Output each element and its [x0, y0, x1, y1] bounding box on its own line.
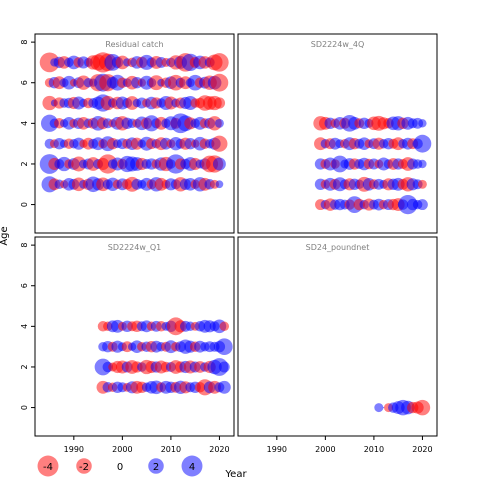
y-tick-label: 6: [20, 80, 29, 85]
bubble-point: [215, 180, 224, 189]
bubble-point: [374, 403, 384, 413]
panel-2: SD2224w_Q1: [34, 236, 235, 437]
panel-title: Residual catch: [105, 40, 163, 49]
bubble-point: [383, 407, 385, 409]
bubble-point: [413, 134, 432, 153]
bubble-point: [213, 97, 226, 109]
bubble-point: [418, 119, 427, 128]
bubble-point: [219, 321, 230, 332]
legend-label: -2: [79, 462, 89, 473]
legend: -4 -2 0 2 4: [37, 455, 203, 477]
panel-title: SD2224w_4Q: [311, 40, 365, 49]
y-tick-label: 6: [20, 283, 29, 288]
y-tick-label: 0: [20, 405, 29, 410]
x-tick-label: 2020: [412, 445, 432, 454]
y-tick-label: 2: [20, 161, 29, 166]
x-axis-label: Year: [224, 469, 247, 480]
bubble-point: [215, 338, 233, 356]
panel-1: SD2224w_4Q: [237, 33, 438, 234]
legend-entry: -2: [76, 458, 92, 474]
bubble-point: [39, 52, 60, 73]
panels: Residual catch SD2224w_4Q SD2224w_Q1 SD24_p…: [34, 33, 438, 437]
panel-title: SD24_poundnet: [306, 243, 370, 252]
bubble-point: [148, 75, 164, 91]
bubble-point: [98, 154, 118, 174]
x-tick-label: 1990: [64, 445, 84, 454]
legend-bubble: [181, 455, 203, 477]
panel-frame: [34, 33, 235, 234]
bubble-point: [414, 399, 431, 416]
panel-frame: [34, 236, 235, 437]
x-tick-label: 2010: [161, 445, 181, 454]
bubble-point: [210, 73, 229, 92]
x-tick-label: 1990: [267, 445, 287, 454]
x-tick-label: 2020: [209, 445, 229, 454]
legend-entry: -4: [37, 455, 59, 477]
axes: 0 2 4 6 8 0 2 4 6 8 1990 2000 2010 2020 1990 2000 2010 20…: [20, 40, 433, 454]
bubble-point: [416, 199, 428, 211]
legend-bubble: [76, 458, 92, 474]
y-axis-label: Age: [0, 226, 10, 245]
y-tick-label: 0: [20, 202, 29, 207]
legend-bubble: [148, 458, 164, 474]
x-tick-label: 2000: [112, 445, 132, 454]
panel-frame: [237, 33, 438, 234]
panel-0: Residual catch: [34, 33, 235, 234]
bubble-point: [211, 135, 228, 152]
bubble-point: [42, 95, 57, 111]
x-tick-label: 2010: [364, 445, 384, 454]
y-tick-label: 4: [20, 121, 29, 126]
legend-entry: 0: [117, 462, 123, 473]
y-tick-label: 8: [20, 40, 29, 45]
legend-label: 4: [189, 462, 195, 473]
panel-3: SD24_poundnet: [237, 236, 438, 437]
bubble-point: [212, 157, 226, 171]
legend-entry: 2: [148, 458, 164, 474]
y-tick-label: 8: [20, 243, 29, 248]
bubble-point: [217, 380, 231, 394]
legend-entry: 4: [181, 455, 203, 477]
legend-bubble: [37, 455, 59, 477]
bubble-point: [218, 361, 230, 373]
bubble-point: [417, 179, 427, 189]
y-tick-label: 2: [20, 364, 29, 369]
panel-title: SD2224w_Q1: [108, 243, 162, 252]
legend-label: 0: [117, 462, 123, 473]
x-tick-label: 2000: [315, 445, 335, 454]
bubble-point: [214, 118, 224, 128]
bubble-point: [210, 53, 229, 72]
panel-frame: [237, 236, 438, 437]
bubble-point: [418, 159, 427, 169]
legend-label: -4: [43, 462, 53, 473]
y-tick-label: 4: [20, 324, 29, 329]
legend-label: 2: [153, 462, 159, 473]
